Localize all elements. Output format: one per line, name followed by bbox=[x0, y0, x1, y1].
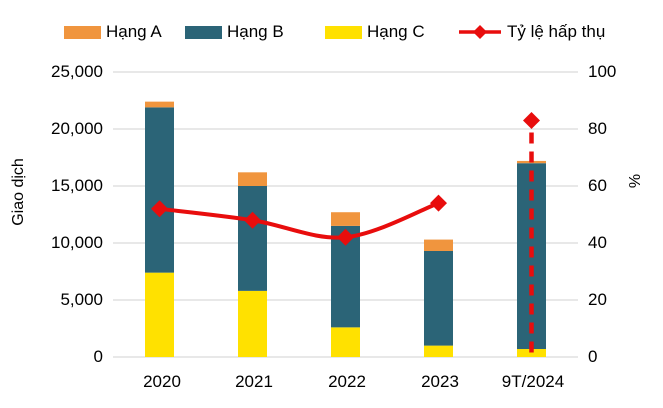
legend-label: Hạng B bbox=[227, 22, 284, 41]
bar-segment bbox=[331, 327, 360, 357]
left-axis-tick-label: 25,000 bbox=[51, 62, 103, 81]
absorption-marker-diamond-icon bbox=[430, 194, 447, 212]
x-axis-label-2022: 2022 bbox=[328, 372, 366, 391]
left-axis-tick-label: 10,000 bbox=[51, 233, 103, 252]
legend-item-ty-le-hap-thu: Tỷ lệ hấp thụ bbox=[458, 23, 605, 41]
right-axis-tick-label: 100 bbox=[588, 62, 617, 81]
hang-b-swatch-icon bbox=[185, 25, 222, 39]
legend-label: Hạng C bbox=[367, 22, 425, 41]
x-axis-label-2023: 2023 bbox=[421, 372, 459, 391]
right-axis-tick-label: 40 bbox=[588, 233, 607, 252]
left-axis-tick-label: 20,000 bbox=[51, 119, 103, 138]
line-diamond-icon bbox=[459, 25, 501, 39]
absorption-marker-diamond-icon bbox=[244, 211, 261, 229]
bar-segment bbox=[238, 172, 267, 186]
absorption-marker-diamond-icon bbox=[523, 111, 540, 129]
left-axis-tick-label: 0 bbox=[93, 347, 103, 366]
x-axis-label-9t2024: 9T/2024 bbox=[501, 372, 565, 391]
left-axis-tick-label: 15,000 bbox=[51, 176, 103, 195]
hang-a-swatch-icon bbox=[64, 25, 101, 39]
legend-item-hang-a: Hạng A bbox=[64, 23, 162, 41]
bar-segment bbox=[238, 186, 267, 291]
legend-label: Hạng A bbox=[106, 22, 162, 41]
absorption-marker-diamond-icon bbox=[151, 200, 168, 218]
bar-segment bbox=[517, 349, 546, 357]
bar-segment bbox=[238, 290, 267, 357]
bar-segment bbox=[145, 272, 174, 357]
right-axis-tick-label: 20 bbox=[588, 290, 607, 309]
bar-segment bbox=[424, 250, 453, 346]
right-axis-tick-label: 0 bbox=[588, 347, 598, 366]
x-axis-label-2020: 2020 bbox=[143, 372, 181, 391]
bar-segment bbox=[145, 107, 174, 273]
legend-item-hang-c: Hạng C bbox=[325, 23, 425, 41]
bar-segment bbox=[331, 212, 360, 226]
legend-label: Tỷ lệ hấp thụ bbox=[507, 22, 606, 41]
absorption-marker-diamond-icon bbox=[337, 228, 354, 246]
right-axis-tick-label: 80 bbox=[588, 119, 607, 138]
bar-segment bbox=[145, 101, 174, 108]
x-axis-label-2021: 2021 bbox=[235, 372, 273, 391]
legend-item-hang-b: Hạng B bbox=[185, 23, 284, 41]
bar-segment bbox=[424, 239, 453, 251]
bar-segment bbox=[424, 345, 453, 357]
absorption-line bbox=[157, 201, 441, 240]
hang-c-swatch-icon bbox=[325, 25, 362, 39]
left-axis-tick-label: 5,000 bbox=[60, 290, 103, 309]
right-axis-tick-label: 60 bbox=[588, 176, 607, 195]
